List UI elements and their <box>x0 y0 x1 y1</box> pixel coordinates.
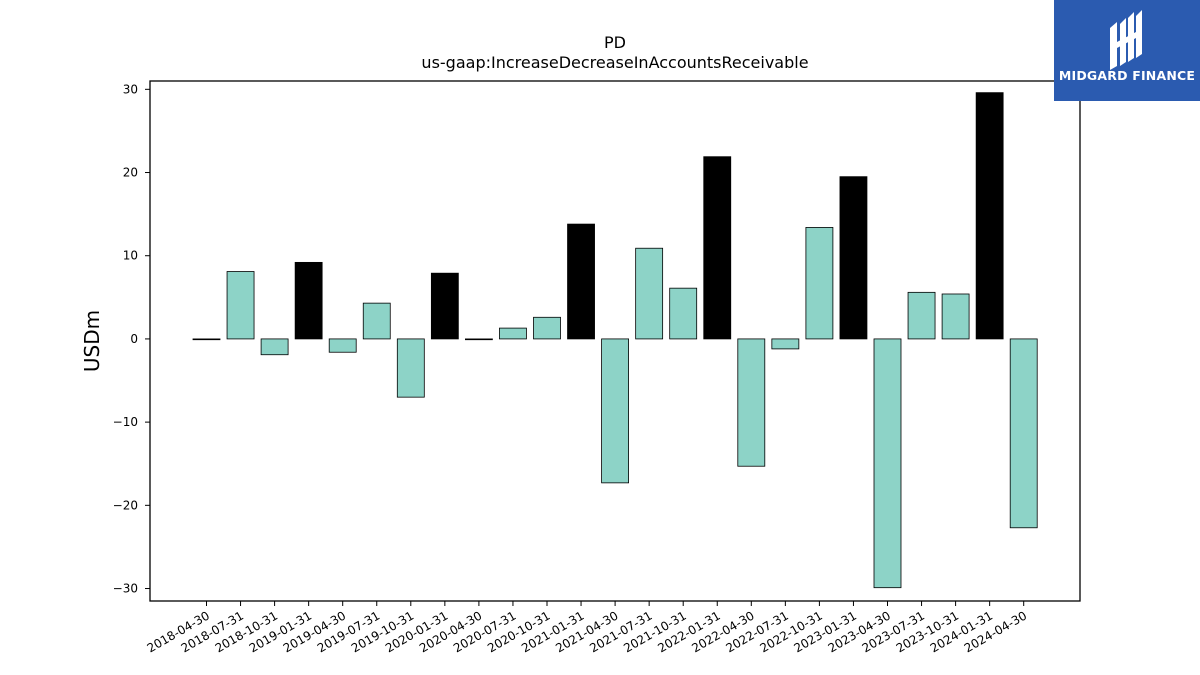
y-tick-label: −10 <box>113 415 138 429</box>
bar-2018-10-31 <box>260 338 289 356</box>
bar-2019-01-31 <box>294 261 323 340</box>
chart-title: PD <box>604 33 626 52</box>
y-tick-label: 10 <box>123 249 138 263</box>
plot-frame <box>149 80 1081 602</box>
bar-2019-07-31 <box>362 302 391 340</box>
midgard-logo-icon <box>1110 10 1142 70</box>
bar-2024-04-30 <box>1009 338 1038 529</box>
bar-2021-07-31 <box>635 247 664 340</box>
y-axis: −30 −20 −10 0 10 20 30 <box>113 82 150 596</box>
brand-name: MIDGARD FINANCE <box>1058 68 1196 83</box>
bar-2023-04-30 <box>873 338 902 589</box>
chart-subtitle: us-gaap:IncreaseDecreaseInAccountsReceiv… <box>421 53 808 72</box>
bar-2021-04-30 <box>601 338 629 484</box>
bar-2018-07-31 <box>226 271 255 340</box>
bar-2023-01-31 <box>839 176 868 340</box>
bar-2020-01-31 <box>430 272 459 340</box>
bar-2019-10-31 <box>396 338 425 398</box>
bar-2023-10-31 <box>941 293 970 340</box>
bar-2022-04-30 <box>737 338 766 467</box>
bar-2021-01-31 <box>567 223 595 340</box>
bar-2020-04-30 <box>464 338 493 341</box>
y-tick-label: −20 <box>113 498 138 512</box>
bar-2020-10-31 <box>533 316 561 340</box>
y-tick-label: 30 <box>123 82 138 96</box>
bar-2019-04-30 <box>328 338 357 353</box>
bar-2022-10-31 <box>805 227 834 340</box>
bar-2020-07-31 <box>499 327 527 340</box>
y-tick-label: −30 <box>113 582 138 596</box>
bar-2023-07-31 <box>907 291 936 340</box>
bar-2018-04-30 <box>192 338 221 341</box>
y-axis-label: USDm <box>80 310 104 372</box>
bar-2022-07-31 <box>771 338 800 350</box>
bar-2022-01-31 <box>703 156 732 340</box>
x-axis: 2018-04-302018-07-312018-10-312019-01-31… <box>145 601 1029 655</box>
bars-group <box>192 92 1038 589</box>
bar-2021-10-31 <box>669 287 698 340</box>
y-tick-label: 0 <box>130 332 138 346</box>
y-tick-label: 20 <box>123 166 138 180</box>
brand-logo: MIDGARD FINANCE <box>1054 0 1200 101</box>
bar-2024-01-31 <box>975 92 1004 340</box>
